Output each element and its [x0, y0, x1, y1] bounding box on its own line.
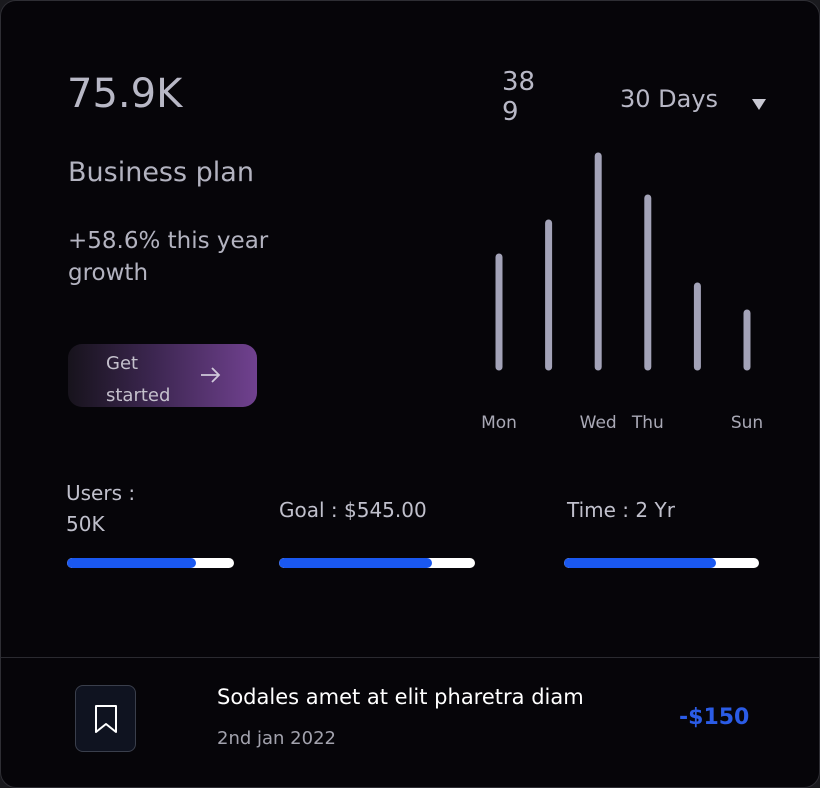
stat-label: Time : 2 Yr — [567, 498, 675, 522]
transaction-title: Sodales amet at elit pharetra diam — [217, 685, 584, 709]
progress-fill — [67, 558, 196, 568]
button-label: Get started — [106, 353, 171, 406]
counter: 389 — [502, 67, 536, 127]
progress-track — [564, 558, 759, 568]
progress-fill — [279, 558, 432, 568]
x-tick-label: Wed — [580, 413, 617, 433]
plan-title: Business plan — [68, 157, 254, 188]
progress-fill — [564, 558, 717, 568]
x-tick-label: Sun — [731, 413, 763, 433]
stat-label: Users : 50K — [66, 481, 136, 536]
stat-label: Goal : $545.00 — [279, 498, 427, 522]
growth-text: +58.6% this year growth — [68, 228, 269, 286]
headline-value: 75.9K — [67, 71, 183, 117]
transaction-date: 2nd jan 2022 — [217, 728, 336, 749]
dropdown-caret[interactable] — [751, 97, 767, 111]
bookmark-button[interactable] — [75, 685, 136, 752]
bookmark-icon — [95, 705, 117, 733]
x-tick-label: Mon — [481, 413, 517, 433]
divider — [1, 657, 819, 658]
get-started-button[interactable]: Get started — [68, 344, 257, 407]
x-tick-label: Thu — [631, 413, 664, 433]
arrow-icon — [201, 367, 221, 383]
bar-chart: Mon Wed Thu Sun — [481, 152, 763, 433]
transaction-amount: -$150 — [679, 705, 750, 730]
period-dropdown[interactable]: 30 Days — [620, 85, 719, 113]
progress-track — [279, 558, 475, 568]
progress-track — [67, 558, 234, 568]
